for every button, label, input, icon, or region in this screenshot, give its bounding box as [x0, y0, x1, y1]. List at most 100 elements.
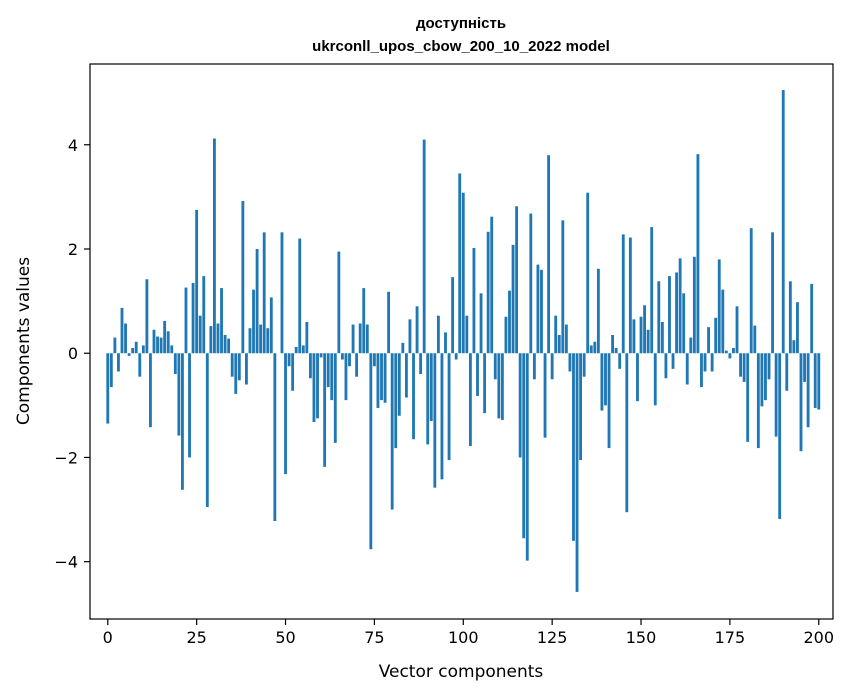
- bar-7: [131, 348, 135, 354]
- bar-161: [678, 258, 682, 354]
- bar-172: [717, 259, 721, 354]
- bar-185: [764, 353, 767, 401]
- bar-160: [675, 272, 678, 354]
- bar-81: [394, 353, 398, 449]
- bar-105: [479, 293, 483, 354]
- bar-183: [756, 353, 760, 449]
- bar-11: [145, 279, 149, 354]
- bar-47: [273, 353, 277, 522]
- bar-147: [628, 237, 632, 354]
- bar-75: [372, 353, 376, 367]
- bar-99: [458, 173, 462, 354]
- bar-91: [429, 353, 433, 421]
- bar-8: [134, 341, 138, 354]
- bar-101: [465, 315, 469, 354]
- bar-139: [600, 353, 604, 411]
- bar-133: [579, 353, 583, 461]
- bar-70: [355, 353, 359, 377]
- bar-100: [461, 192, 465, 354]
- bar-21: [181, 353, 184, 490]
- bar-156: [660, 321, 664, 354]
- y-tick-label-2: 2: [68, 240, 78, 259]
- bar-148: [632, 319, 636, 354]
- bar-110: [497, 353, 501, 419]
- bar-173: [721, 289, 725, 354]
- bar-83: [401, 342, 405, 354]
- bar-3: [117, 353, 120, 372]
- bar-76: [376, 353, 380, 408]
- bar-128: [561, 220, 565, 354]
- bar-84: [404, 353, 408, 398]
- bar-16: [163, 320, 167, 354]
- bar-124: [547, 155, 551, 354]
- bar-26: [198, 315, 202, 354]
- bar-73: [365, 324, 369, 354]
- bar-119: [529, 213, 533, 354]
- bar-34: [227, 338, 231, 354]
- bar-33: [223, 334, 227, 354]
- bar-0: [106, 353, 110, 424]
- bar-44: [262, 232, 266, 354]
- x-axis-ticks: 0 25 50 75 100 125 150 175 200: [103, 619, 834, 647]
- bar-179: [742, 353, 746, 382]
- bar-23: [188, 353, 191, 458]
- bar-130: [568, 353, 572, 372]
- y-tick-label--4: −4: [54, 553, 78, 572]
- bar-103: [472, 247, 476, 354]
- bar-176: [732, 348, 735, 354]
- y-tick-label--2: −2: [54, 448, 78, 467]
- bar-74: [369, 353, 373, 550]
- bar-102: [468, 353, 472, 446]
- plot-frame: [89, 63, 834, 620]
- bar-57: [308, 353, 312, 379]
- bar-132: [575, 353, 579, 592]
- bar-163: [685, 353, 689, 385]
- bar-59: [316, 353, 319, 419]
- bar-17: [166, 331, 170, 354]
- bar-121: [536, 264, 540, 354]
- bar-120: [532, 353, 536, 380]
- bar-82: [397, 353, 401, 416]
- bar-32: [220, 288, 223, 354]
- bar-154: [653, 353, 657, 406]
- bar-58: [312, 353, 316, 423]
- bar-38: [241, 201, 245, 354]
- bar-37: [237, 353, 241, 381]
- bar-189: [778, 353, 782, 519]
- bar-174: [724, 350, 728, 354]
- y-tick-label-4: 4: [68, 136, 78, 155]
- x-tick-label-150: 150: [626, 628, 657, 647]
- bar-64: [333, 353, 337, 443]
- x-tick-label-25: 25: [186, 628, 206, 647]
- bar-122: [540, 269, 543, 354]
- x-tick-label-75: 75: [364, 628, 384, 647]
- bar-186: [767, 353, 771, 380]
- bar-95: [444, 332, 447, 354]
- bar-30: [213, 138, 216, 354]
- bar-45: [266, 328, 270, 354]
- bar-197: [806, 353, 810, 428]
- bar-98: [454, 353, 458, 360]
- chart-subtitle: ukrconll_upos_cbow_200_10_2022 model: [312, 38, 610, 55]
- bar-194: [796, 302, 799, 354]
- bar-35: [230, 353, 234, 377]
- bar-52: [291, 353, 295, 391]
- bar-123: [543, 353, 547, 438]
- bar-108: [490, 216, 494, 354]
- bar-200: [817, 353, 821, 410]
- bar-193: [792, 340, 796, 354]
- bar-192: [788, 281, 792, 354]
- bar-31: [216, 323, 220, 354]
- bar-96: [447, 353, 451, 461]
- bar-157: [664, 353, 668, 379]
- bar-2: [113, 337, 117, 354]
- bar-166: [696, 154, 700, 354]
- bar-125: [550, 353, 554, 380]
- bar-169: [707, 327, 710, 354]
- bar-1: [109, 353, 113, 388]
- x-tick-label-100: 100: [448, 628, 479, 647]
- bar-14: [156, 336, 159, 354]
- bar-149: [636, 353, 639, 402]
- bar-20: [177, 353, 181, 436]
- bar-49: [280, 232, 284, 354]
